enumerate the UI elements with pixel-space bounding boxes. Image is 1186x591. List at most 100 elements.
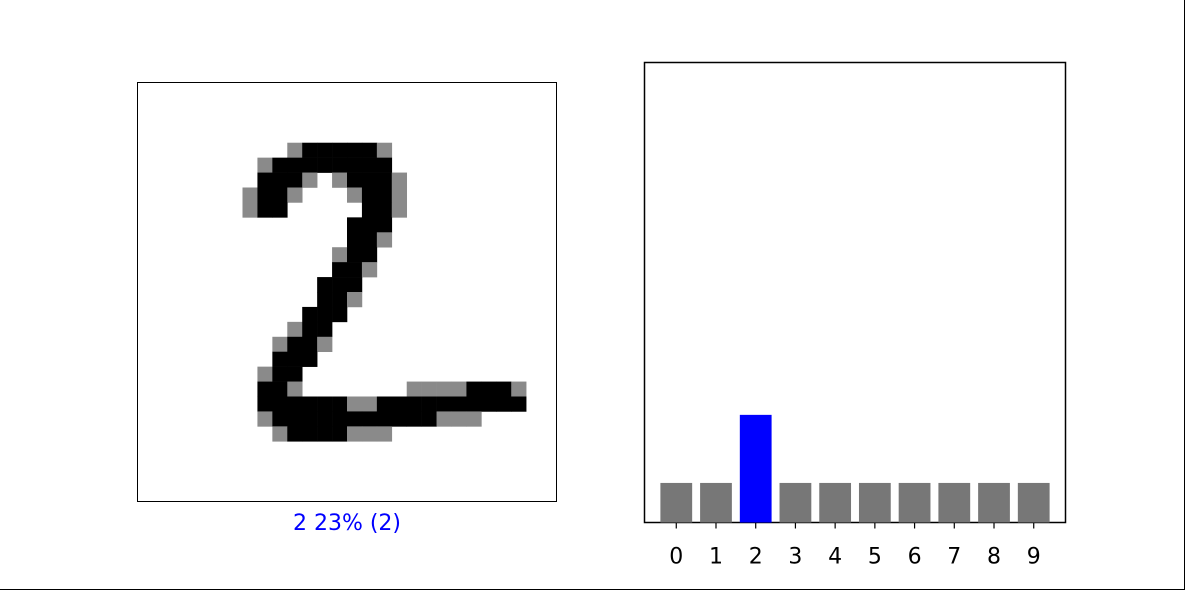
digit-pixel — [332, 396, 348, 412]
bar-1 — [700, 482, 732, 523]
digit-pixel — [376, 426, 393, 442]
bars-group — [660, 414, 1050, 523]
digit-pixel — [332, 262, 348, 278]
digit-pixel — [361, 396, 378, 412]
digit-pixel — [421, 396, 437, 412]
digit-pixel — [317, 292, 333, 308]
digit-pixel — [361, 217, 378, 233]
digit-pixel — [361, 157, 378, 173]
digit-pixel — [376, 172, 393, 188]
digit-pixel — [287, 172, 303, 188]
digit-pixel — [466, 381, 482, 397]
digit-pixel — [451, 396, 467, 412]
digit-pixel — [496, 381, 512, 397]
digit-pixel — [421, 411, 437, 427]
digit-pixel — [272, 351, 288, 367]
digit-pixel — [511, 396, 527, 412]
digit-pixel — [302, 396, 318, 412]
digit-pixel — [376, 396, 393, 412]
digit-pixel — [302, 351, 318, 367]
digit-pixel — [347, 277, 363, 293]
digit-pixel — [332, 247, 348, 263]
digit-pixel — [332, 277, 348, 293]
digit-pixel — [257, 396, 273, 412]
bar-2 — [739, 414, 772, 523]
digit-pixel — [257, 366, 273, 382]
digit-pixel — [272, 202, 288, 218]
digit-pixel — [332, 292, 348, 308]
bar-7 — [938, 482, 971, 523]
digit-pixel — [287, 351, 303, 367]
digit-pixel — [332, 157, 348, 173]
digit-pixel — [272, 187, 288, 203]
prediction-caption: 2 23% (2) — [292, 511, 402, 536]
digit-pixel — [451, 381, 467, 397]
digit-pixel — [361, 426, 378, 442]
digit-pixel — [347, 142, 363, 158]
digit-pixel — [302, 426, 318, 442]
digit-pixel — [317, 321, 333, 338]
digit-pixel — [376, 142, 393, 158]
digit-pixel — [317, 426, 333, 442]
digit-pixel — [391, 396, 408, 412]
x-tick-label: 6 — [908, 545, 922, 570]
digit-image-panel — [137, 82, 557, 502]
digit-pixel — [302, 157, 318, 173]
digit-pixel — [332, 306, 348, 323]
digit-pixel — [361, 232, 378, 248]
digit-pixel — [376, 202, 393, 218]
digit-pixel — [287, 381, 303, 397]
digit-pixel — [466, 411, 482, 427]
x-tick-label: 7 — [947, 545, 961, 570]
digit-pixel — [347, 396, 363, 412]
digit-pixel — [391, 202, 408, 218]
digit-pixel — [347, 172, 363, 188]
digit-pixel — [391, 411, 408, 427]
bar-9 — [1017, 482, 1050, 523]
digit-pixel — [317, 336, 333, 353]
digit-pixel — [317, 411, 333, 427]
x-tick-label: 0 — [669, 545, 683, 570]
digit-pixel — [272, 381, 288, 397]
digit-pixel — [347, 217, 363, 233]
digit-pixel — [361, 262, 378, 278]
digit-pixel — [287, 411, 303, 427]
bar-6 — [898, 482, 931, 523]
digit-pixel — [421, 381, 437, 397]
digit-pixel — [287, 157, 303, 173]
digit-pixel — [302, 306, 318, 323]
digit-pixel — [317, 306, 333, 323]
digit-pixel — [257, 411, 273, 427]
digit-pixel — [272, 366, 288, 382]
x-tick-label: 5 — [868, 545, 882, 570]
digit-pixel — [272, 411, 288, 427]
digit-pixel — [317, 157, 333, 173]
digit-pixel — [242, 202, 258, 218]
digit-pixel — [361, 187, 378, 203]
digit-pixel — [406, 411, 422, 427]
digit-pixel — [272, 426, 288, 442]
digit-pixel — [436, 411, 452, 427]
digit-pixel — [332, 411, 348, 427]
x-tick-label: 3 — [788, 545, 802, 570]
digit-pixel — [347, 292, 363, 308]
x-tick-label: 1 — [709, 545, 723, 570]
digit-pixel — [302, 321, 318, 338]
digit-pixel — [436, 381, 452, 397]
digit-pixel — [376, 187, 393, 203]
digit-pixel — [391, 187, 408, 203]
bar-chart-axes-frame — [643, 61, 1067, 524]
digit-pixel — [347, 157, 363, 173]
digit-pixel — [287, 336, 303, 353]
digit-pixel — [272, 336, 288, 353]
digit-pixel — [332, 426, 348, 442]
bar-4 — [819, 482, 852, 523]
digit-pixel — [347, 262, 363, 278]
digit-pixel — [347, 247, 363, 263]
digit-pixel — [257, 157, 273, 173]
digit-pixel — [361, 172, 378, 188]
digit-pixel — [272, 157, 288, 173]
digit-pixel — [257, 381, 273, 397]
x-tick-label: 8 — [987, 545, 1001, 570]
